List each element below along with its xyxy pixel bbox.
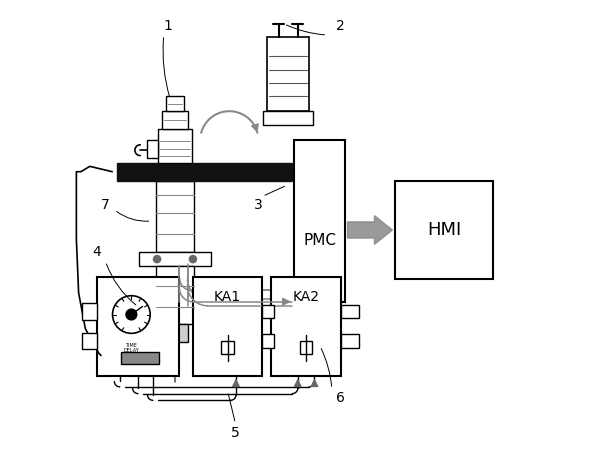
FancyBboxPatch shape <box>117 163 291 181</box>
Text: PMC: PMC <box>303 233 336 248</box>
FancyBboxPatch shape <box>121 352 159 364</box>
Polygon shape <box>348 216 392 244</box>
FancyBboxPatch shape <box>156 181 194 253</box>
FancyBboxPatch shape <box>162 324 188 342</box>
FancyBboxPatch shape <box>262 305 274 318</box>
Circle shape <box>189 256 197 262</box>
FancyBboxPatch shape <box>156 266 194 324</box>
FancyBboxPatch shape <box>262 335 274 348</box>
FancyBboxPatch shape <box>162 111 188 129</box>
FancyBboxPatch shape <box>139 253 211 266</box>
FancyBboxPatch shape <box>166 96 184 111</box>
Text: 1: 1 <box>164 19 173 33</box>
Text: 2: 2 <box>336 19 345 33</box>
Circle shape <box>126 309 137 320</box>
FancyBboxPatch shape <box>147 140 158 158</box>
FancyBboxPatch shape <box>341 335 359 348</box>
FancyBboxPatch shape <box>158 129 192 163</box>
FancyBboxPatch shape <box>82 304 96 320</box>
FancyBboxPatch shape <box>96 277 179 376</box>
FancyBboxPatch shape <box>300 341 313 354</box>
Circle shape <box>153 256 160 262</box>
Text: 3: 3 <box>253 198 262 212</box>
FancyBboxPatch shape <box>395 181 493 279</box>
FancyBboxPatch shape <box>341 305 359 318</box>
Text: KA1: KA1 <box>214 290 241 304</box>
FancyBboxPatch shape <box>294 140 345 302</box>
Text: KA2: KA2 <box>292 290 320 304</box>
FancyBboxPatch shape <box>267 37 310 111</box>
FancyBboxPatch shape <box>221 341 234 354</box>
FancyBboxPatch shape <box>82 333 96 349</box>
Text: HMI: HMI <box>427 221 461 239</box>
FancyBboxPatch shape <box>271 277 341 376</box>
Text: 7: 7 <box>101 198 110 212</box>
FancyBboxPatch shape <box>193 277 262 376</box>
FancyBboxPatch shape <box>263 111 313 124</box>
Text: 5: 5 <box>231 426 240 440</box>
Text: TIME
DELAY: TIME DELAY <box>124 343 139 354</box>
Text: 4: 4 <box>92 245 101 259</box>
Text: 6: 6 <box>336 391 345 405</box>
